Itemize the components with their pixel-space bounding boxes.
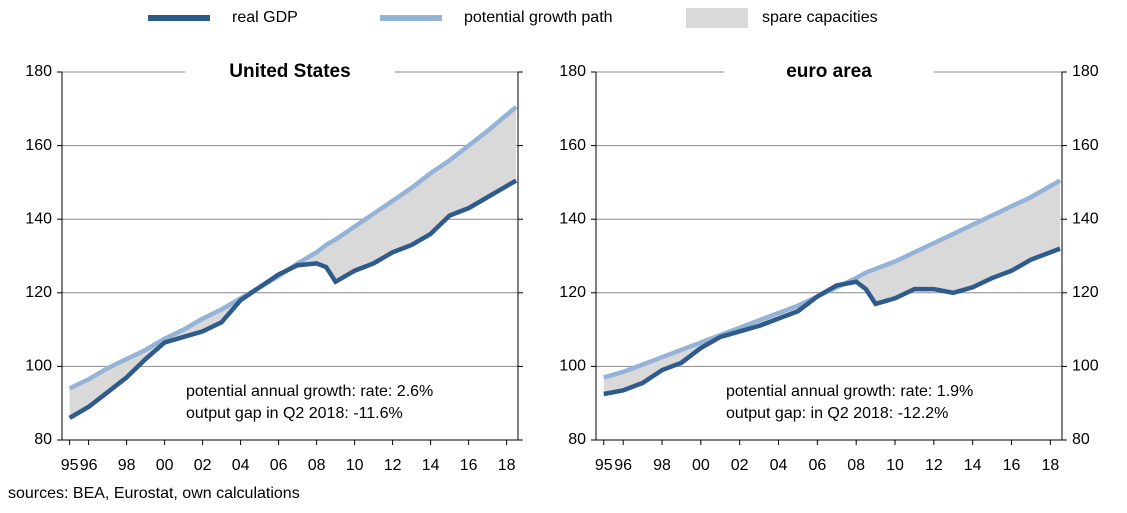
- annotation: output gap in Q2 2018: -11.6%: [186, 405, 403, 422]
- spare-capacity-area: [69, 106, 517, 418]
- x-tick-label: 96: [614, 457, 632, 474]
- chart-title: euro area: [786, 61, 872, 82]
- y-tick-label: 100: [559, 358, 586, 375]
- x-tick-label: 08: [847, 457, 865, 474]
- legend-swatch: [686, 8, 748, 28]
- legend-label: real GDP: [232, 9, 298, 26]
- x-tick-label: 95: [61, 457, 79, 474]
- x-tick-label: 12: [925, 457, 943, 474]
- x-tick-label: 98: [118, 457, 136, 474]
- x-tick-label: 16: [1003, 457, 1021, 474]
- source: sources: BEA, Eurostat, own calculations: [8, 485, 300, 502]
- y-tick-label: 160: [559, 137, 586, 154]
- y-tick-label: 100: [1072, 358, 1099, 375]
- x-tick-label: 18: [1041, 457, 1059, 474]
- x-tick-label: 18: [498, 457, 516, 474]
- x-tick-label: 14: [964, 457, 982, 474]
- y-tick-label: 140: [1072, 210, 1099, 227]
- y-tick-label: 140: [559, 210, 586, 227]
- legend-label: spare capacities: [762, 9, 878, 26]
- title-box: [185, 60, 395, 84]
- series-line: [603, 246, 1061, 397]
- x-tick-label: 00: [156, 457, 174, 474]
- y-tick-label: 80: [1072, 431, 1090, 448]
- y-tick-label: 180: [559, 63, 586, 80]
- annotation: potential annual growth: rate: 2.6%: [186, 383, 433, 400]
- y-tick-label: 140: [25, 210, 52, 227]
- x-tick-label: 10: [346, 457, 364, 474]
- y-tick-label: 160: [1072, 137, 1099, 154]
- y-tick-label: 120: [1072, 284, 1099, 301]
- x-tick-label: 04: [770, 457, 788, 474]
- x-tick-label: 04: [232, 457, 250, 474]
- x-tick-label: 14: [422, 457, 440, 474]
- x-tick-label: 10: [886, 457, 904, 474]
- x-tick-label: 08: [308, 457, 326, 474]
- legend-label: potential growth path: [464, 9, 613, 26]
- y-tick-label: 180: [1072, 63, 1099, 80]
- series-line: [68, 178, 518, 420]
- annotation: potential annual growth: rate: 1.9%: [726, 383, 973, 400]
- chart-title: United States: [229, 61, 350, 82]
- x-tick-label: 16: [460, 457, 478, 474]
- x-tick-label: 00: [692, 457, 710, 474]
- x-tick-label: 98: [653, 457, 671, 474]
- y-tick-label: 120: [559, 284, 586, 301]
- y-tick-label: 160: [25, 137, 52, 154]
- x-tick-label: 96: [80, 457, 98, 474]
- x-tick-label: 02: [731, 457, 749, 474]
- series-line: [68, 105, 518, 391]
- x-tick-label: 06: [270, 457, 288, 474]
- x-tick-label: 02: [194, 457, 212, 474]
- x-tick-label: 12: [384, 457, 402, 474]
- title-box: [724, 60, 934, 84]
- y-tick-label: 120: [25, 284, 52, 301]
- y-tick-label: 80: [568, 431, 586, 448]
- x-tick-label: 06: [808, 457, 826, 474]
- y-tick-label: 80: [34, 431, 52, 448]
- x-tick-label: 95: [595, 457, 613, 474]
- y-tick-label: 100: [25, 358, 52, 375]
- y-tick-label: 180: [25, 63, 52, 80]
- annotation: output gap: in Q2 2018: -12.2%: [726, 405, 948, 422]
